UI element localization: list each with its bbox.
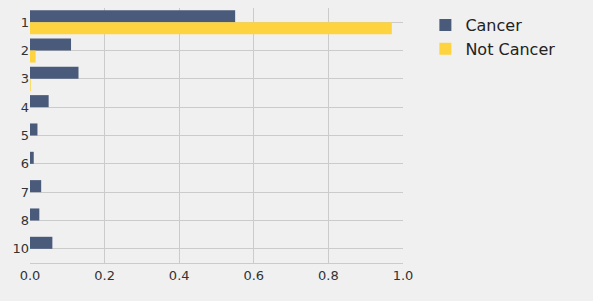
svg-text:2: 2	[21, 43, 29, 58]
svg-text:7: 7	[21, 185, 29, 200]
svg-text:3: 3	[21, 71, 29, 86]
svg-text:0.8: 0.8	[318, 268, 339, 283]
svg-text:4: 4	[21, 100, 29, 115]
svg-text:0.4: 0.4	[169, 268, 190, 283]
svg-text:6: 6	[21, 156, 29, 171]
svg-text:Cancer: Cancer	[465, 16, 522, 35]
svg-text:10: 10	[12, 241, 29, 256]
svg-text:0.2: 0.2	[94, 268, 115, 283]
svg-text:8: 8	[21, 213, 29, 228]
svg-text:5: 5	[21, 128, 29, 143]
svg-text:1.0: 1.0	[393, 268, 414, 283]
svg-text:0.0: 0.0	[20, 268, 41, 283]
svg-text:0.6: 0.6	[243, 268, 264, 283]
svg-text:1: 1	[21, 15, 29, 30]
svg-text:Not Cancer: Not Cancer	[465, 40, 555, 59]
